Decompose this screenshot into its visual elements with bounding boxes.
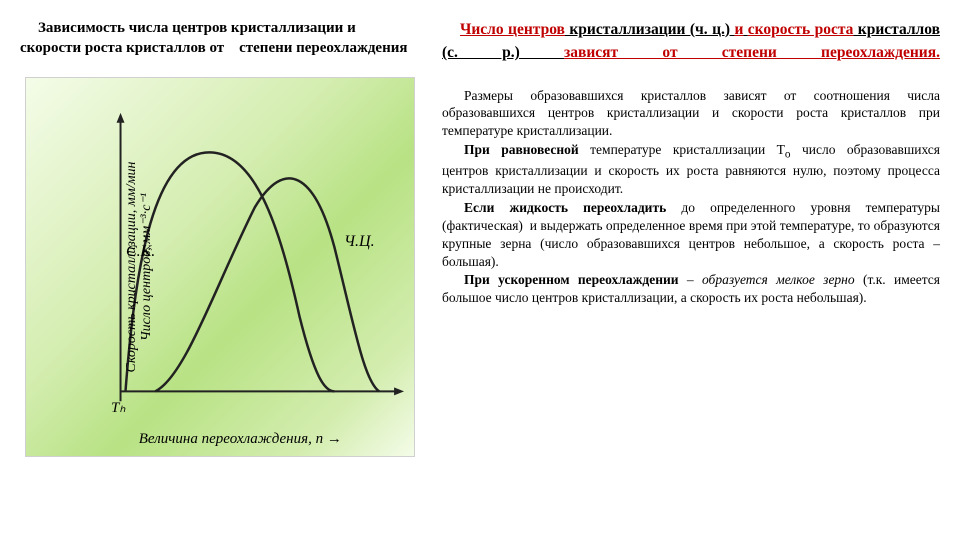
ts-label: Tₕ <box>111 398 125 417</box>
p2-lead: При равновесной <box>464 142 579 157</box>
left-column: Зависимость числа центров кристаллизации… <box>0 0 430 540</box>
right-heading: Число центров кристаллизации (ч. ц.) и с… <box>442 18 940 65</box>
chart-svg <box>26 78 414 456</box>
h-seg1: Число центров <box>460 21 565 38</box>
left-title: Зависимость числа центров кристаллизации… <box>20 18 418 59</box>
para-2: При равновесной температуре кристаллизац… <box>442 141 940 198</box>
curve-sk <box>126 152 335 391</box>
x-axis-arrow <box>394 387 404 395</box>
page-root: Зависимость числа центров кристаллизации… <box>0 0 960 540</box>
p3-a: Если жидкость переохладить <box>464 200 666 215</box>
x-axis-label: Величина переохлаждения, n → <box>139 431 342 448</box>
y-axis-label: Скорость кристаллизации, мм/мин Число це… <box>124 161 155 372</box>
para-3: Если жидкость переохладить до определенн… <box>442 199 940 270</box>
para-1: Размеры образовавшихся кристаллов завися… <box>442 87 940 140</box>
curve-label-sk: С.К. <box>126 243 155 261</box>
p2-mid: температуре кристаллизации Т <box>579 142 785 157</box>
chart-container: Скорость кристаллизации, мм/мин Число це… <box>25 77 415 457</box>
para-4: При ускоренном переохлаждении – образует… <box>442 271 940 307</box>
p4-b: – <box>679 272 702 287</box>
p4-c: образуется мелкое зерно <box>702 272 855 287</box>
body-text: Размеры образовавшихся кристаллов завися… <box>442 87 940 307</box>
curve-label-chc: Ч.Ц. <box>344 233 375 251</box>
h-seg2: кристаллизации (ч. ц.) <box>565 21 735 38</box>
y-axis-label-line1: Скорость кристаллизации, мм/мин <box>124 161 139 372</box>
y-axis-arrow <box>117 112 125 122</box>
right-column: Число центров кристаллизации (ч. ц.) и с… <box>430 0 960 540</box>
h-seg5: скорость роста <box>748 21 854 38</box>
y-axis-label-line2: Число центров, мм⁻³·c⁻¹ <box>139 161 154 372</box>
p4-a: При ускоренном переохлаждении <box>464 272 679 287</box>
h-seg7: зависят от степени переохлаждения. <box>564 44 940 61</box>
